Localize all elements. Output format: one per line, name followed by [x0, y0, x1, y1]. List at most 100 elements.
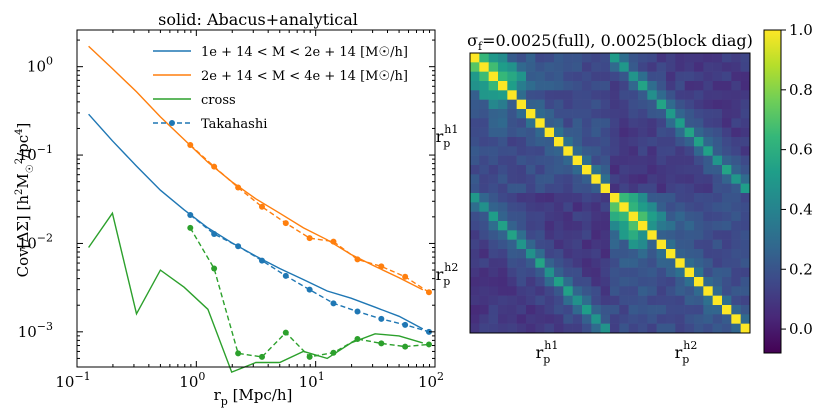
- heatmap-cell: [712, 211, 723, 222]
- heatmap-cell: [684, 127, 695, 138]
- heatmap-cell: [507, 81, 517, 91]
- heatmap-cell: [572, 137, 583, 147]
- heatmap-cell: [507, 127, 517, 138]
- heatmap-cell: [731, 202, 741, 212]
- heatmap-cell: [554, 109, 564, 119]
- heatmap-cell: [619, 174, 629, 184]
- heatmap-cell: [572, 258, 583, 268]
- heatmap-cell: [591, 81, 601, 91]
- heatmap-cell: [675, 258, 685, 268]
- heatmap-cell: [488, 118, 499, 128]
- heatmap-cell: [488, 267, 499, 278]
- heatmap-cell: [488, 230, 499, 240]
- heatmap-cell: [544, 249, 555, 259]
- heatmap-cell: [526, 277, 536, 287]
- heatmap-cell: [628, 165, 639, 175]
- heatmap-cell: [470, 211, 480, 222]
- heatmap-cell: [703, 174, 713, 184]
- heatmap-cell: [526, 211, 536, 222]
- heatmap-cell: [684, 90, 695, 100]
- heatmap-cell: [666, 258, 676, 268]
- heatmap-cell: [563, 221, 573, 231]
- heatmap-cell: [703, 53, 713, 63]
- heatmap-cell: [507, 90, 517, 100]
- heatmap-cell: [554, 211, 564, 222]
- colorbar-tick-label: 0.0: [789, 320, 813, 338]
- heatmap-cell: [666, 193, 676, 203]
- heatmap-cell: [544, 118, 555, 128]
- heatmap-cell: [638, 146, 648, 156]
- heatmap-cell: [731, 90, 741, 100]
- heatmap-cell: [600, 230, 611, 240]
- heatmap-cell: [535, 174, 545, 184]
- heatmap-cell: [563, 183, 573, 194]
- heatmap-cell: [554, 267, 564, 278]
- heatmap-cell: [647, 53, 657, 63]
- heatmap-cells: [470, 53, 751, 334]
- heatmap-cell: [498, 155, 508, 166]
- heatmap-cell: [740, 230, 751, 240]
- heatmap-cell: [572, 109, 583, 119]
- heatmap-cell: [563, 81, 573, 91]
- heatmap-cell: [610, 62, 620, 72]
- heatmap-cell: [479, 174, 489, 184]
- heatmap-cell: [507, 323, 517, 334]
- x-label-h1: rph1: [536, 339, 559, 366]
- heatmap-cell: [554, 90, 564, 100]
- heatmap-cell: [610, 295, 620, 306]
- heatmap-cell: [572, 146, 583, 156]
- heatmap-cell: [554, 193, 564, 203]
- heatmap-cell: [507, 267, 517, 278]
- heatmap-cell: [722, 193, 732, 203]
- heatmap-cell: [591, 202, 601, 212]
- data-point: [187, 141, 194, 148]
- heatmap-cell: [563, 230, 573, 240]
- heatmap-cell: [731, 230, 741, 240]
- heatmap-cell: [572, 90, 583, 100]
- heatmap-cell: [563, 314, 573, 324]
- heatmap-cell: [479, 109, 489, 119]
- data-point: [425, 341, 432, 348]
- heatmap-cell: [544, 305, 555, 315]
- heatmap-cell: [498, 118, 508, 128]
- heatmap-cell: [600, 53, 611, 63]
- heatmap-cell: [507, 211, 517, 222]
- heatmap-cell: [619, 221, 629, 231]
- heatmap-cell: [544, 109, 555, 119]
- heatmap-cell: [656, 155, 667, 166]
- heatmap-cell: [582, 193, 592, 203]
- heatmap-cell: [591, 295, 601, 306]
- data-point: [306, 235, 313, 242]
- heatmap-cell: [498, 99, 508, 110]
- heatmap-cell: [684, 137, 695, 147]
- heatmap-cell: [544, 99, 555, 110]
- heatmap-cell: [731, 127, 741, 138]
- heatmap-cell: [470, 193, 480, 203]
- heatmap-cell: [488, 137, 499, 147]
- data-point: [235, 184, 242, 191]
- heatmap-cell: [526, 127, 536, 138]
- heatmap-cell: [731, 99, 741, 110]
- data-point: [402, 273, 409, 280]
- heatmap-cell: [507, 53, 517, 63]
- heatmap-cell: [712, 193, 723, 203]
- heatmap-cell: [722, 221, 732, 231]
- data-point: [378, 340, 385, 347]
- heatmap-cell: [647, 258, 657, 268]
- heatmap-cell: [638, 202, 648, 212]
- heatmap-cell: [666, 62, 676, 72]
- heatmap-cell: [610, 155, 620, 166]
- heatmap-cell: [526, 155, 536, 166]
- heatmap-cell: [544, 155, 555, 166]
- series-line-0: [88, 113, 424, 330]
- heatmap-cell: [535, 267, 545, 278]
- heatmap-cell: [628, 137, 639, 147]
- heatmap-cell: [666, 286, 676, 296]
- heatmap-cell: [591, 239, 601, 250]
- heatmap-cell: [498, 53, 508, 63]
- heatmap-cell: [638, 155, 648, 166]
- heatmap-cell: [470, 230, 480, 240]
- heatmap-cell: [712, 258, 723, 268]
- heatmap-cell: [722, 305, 732, 315]
- heatmap-cell: [479, 277, 489, 287]
